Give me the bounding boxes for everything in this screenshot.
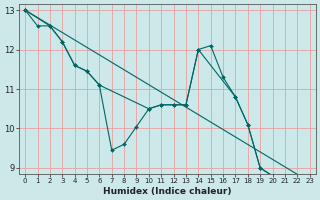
X-axis label: Humidex (Indice chaleur): Humidex (Indice chaleur) — [103, 187, 232, 196]
